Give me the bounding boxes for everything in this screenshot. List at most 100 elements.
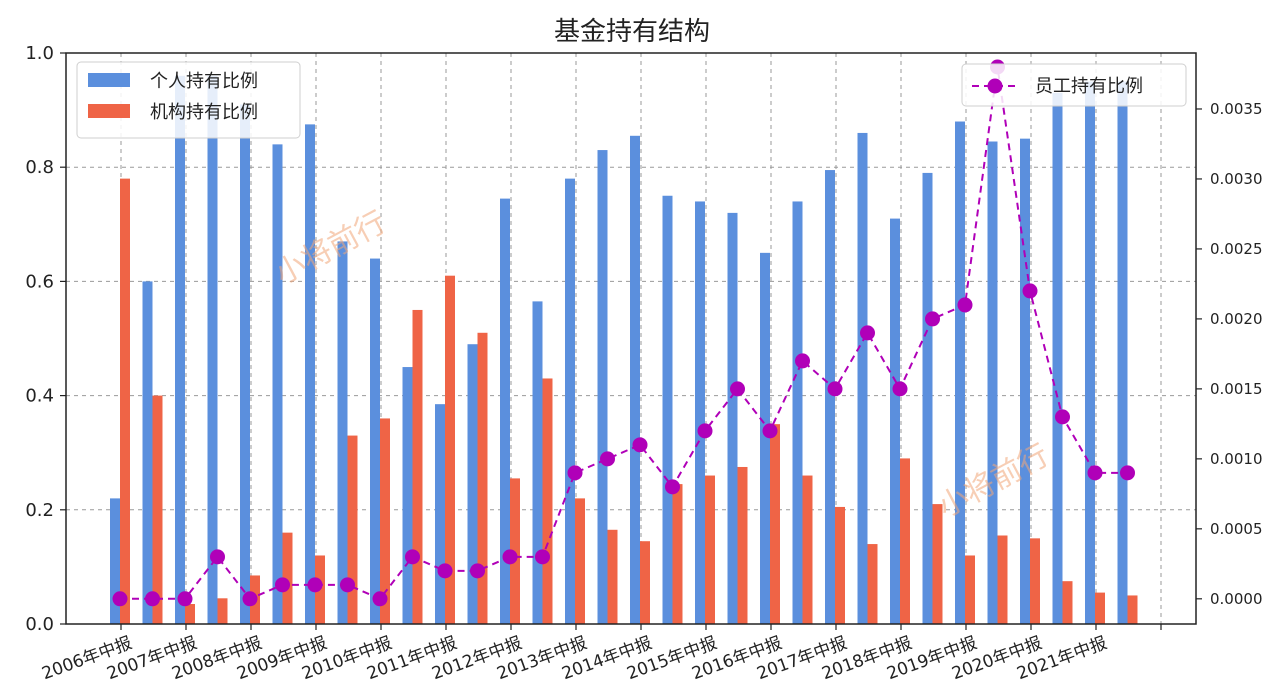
point-employee xyxy=(697,423,713,439)
bar-individual xyxy=(597,150,608,624)
chart-title: 基金持有结构 xyxy=(554,17,710,47)
point-employee xyxy=(795,353,810,369)
point-employee xyxy=(925,311,940,327)
point-employee xyxy=(632,437,648,453)
bar-institution xyxy=(607,529,618,624)
point-employee xyxy=(827,381,843,397)
bar-institution xyxy=(867,544,878,624)
point-employee xyxy=(177,591,193,607)
bar-individual xyxy=(727,212,738,624)
left-axis: 0.0 0.2 0.4 0.6 0.8 1.0 xyxy=(25,43,66,635)
bar-institution xyxy=(1062,581,1073,624)
bar-individual xyxy=(792,201,803,624)
bar-individual xyxy=(402,367,413,624)
left-tick-label: 0.2 xyxy=(25,500,54,521)
left-tick-label: 0.0 xyxy=(25,614,54,635)
point-employee xyxy=(470,563,485,579)
bar-institution xyxy=(510,478,520,624)
bar-institution xyxy=(542,378,553,624)
legend-label: 员工持有比例 xyxy=(1035,76,1143,97)
bar-individual xyxy=(110,498,120,624)
legend-right: 员工持有比例 xyxy=(961,63,1187,107)
bar-institution xyxy=(932,504,943,624)
bar-individual xyxy=(760,252,770,624)
left-tick-label: 1.0 xyxy=(25,43,54,64)
point-employee xyxy=(145,591,160,607)
bar-institution xyxy=(835,506,845,624)
point-employee xyxy=(1055,409,1070,425)
bar-institution xyxy=(347,435,358,624)
point-employee xyxy=(242,591,258,607)
bar-institution xyxy=(575,498,585,624)
bar-institution xyxy=(282,532,293,624)
bar-individual xyxy=(532,301,543,624)
bar-individual xyxy=(890,218,900,624)
point-employee xyxy=(535,549,550,565)
bar-institution xyxy=(412,309,423,624)
x-axis: 2006年中报2007年中报2008年中报2009年中报2010年中报2011年… xyxy=(39,624,1162,684)
left-tick-label: 0.8 xyxy=(25,157,54,178)
bars-group xyxy=(110,75,1138,625)
point-employee xyxy=(665,479,680,495)
bar-institution xyxy=(900,458,910,624)
bar-individual xyxy=(305,124,315,624)
bar-institution xyxy=(1095,592,1105,624)
bar-individual xyxy=(1085,81,1095,625)
bar-institution xyxy=(802,475,813,624)
bar-individual xyxy=(467,344,478,624)
bar-institution xyxy=(705,475,715,624)
bar-institution xyxy=(1030,538,1040,624)
bar-individual xyxy=(142,281,153,624)
right-tick-label: 0.0000 xyxy=(1210,590,1263,608)
bar-individual xyxy=(1020,138,1030,624)
right-tick-label: 0.0010 xyxy=(1210,450,1263,468)
bar-individual xyxy=(1117,81,1128,625)
bar-individual xyxy=(500,198,510,625)
bar-individual xyxy=(922,172,933,624)
bar-individual xyxy=(662,195,673,624)
bar-individual xyxy=(370,258,380,624)
point-employee xyxy=(275,577,290,593)
bar-individual xyxy=(240,104,250,624)
bar-individual xyxy=(955,121,965,625)
bar-individual xyxy=(1052,92,1063,625)
point-employee xyxy=(892,381,908,397)
point-employee xyxy=(762,423,778,439)
bar-individual xyxy=(857,132,868,624)
point-employee xyxy=(405,549,420,565)
point-employee xyxy=(340,577,355,593)
bar-individual xyxy=(337,241,348,624)
bar-institution xyxy=(737,466,748,624)
bar-institution xyxy=(672,484,683,624)
bar-institution xyxy=(217,598,228,624)
point-employee xyxy=(600,451,615,467)
point-employee xyxy=(307,577,323,593)
legend-marker xyxy=(987,78,1003,94)
bar-institution xyxy=(770,424,780,624)
bar-individual xyxy=(695,201,705,624)
point-employee xyxy=(860,325,875,341)
right-tick-label: 0.0015 xyxy=(1210,380,1263,398)
bar-institution xyxy=(380,418,390,624)
right-tick-label: 0.0025 xyxy=(1210,240,1263,258)
right-axis: 0.0000 0.0005 0.0010 0.0015 0.0020 0.0025 0.00… xyxy=(1196,100,1263,608)
point-employee xyxy=(567,465,583,481)
legend-label: 机构持有比例 xyxy=(150,102,258,123)
point-employee xyxy=(1120,465,1135,481)
right-tick-label: 0.0035 xyxy=(1210,100,1263,118)
legend-left-box xyxy=(76,61,301,139)
bar-individual xyxy=(630,135,640,625)
point-employee xyxy=(437,563,453,579)
plot-frame xyxy=(65,52,1197,625)
bar-institution xyxy=(185,604,195,624)
point-employee xyxy=(502,549,518,565)
bar-institution xyxy=(445,275,455,624)
right-tick-label: 0.0030 xyxy=(1210,170,1263,188)
bar-institution xyxy=(477,332,488,624)
legend-right-box xyxy=(961,63,1187,107)
point-employee xyxy=(112,591,128,607)
bar-individual xyxy=(987,141,998,624)
bar-institution xyxy=(152,395,163,624)
